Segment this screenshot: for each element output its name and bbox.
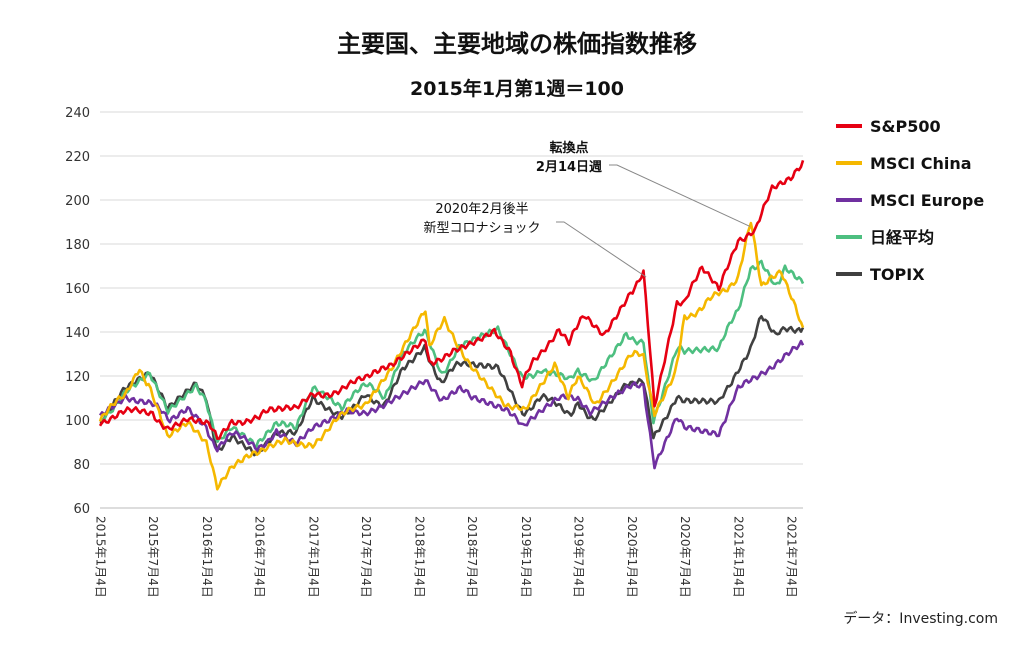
y-tick-label: 60 — [73, 502, 90, 517]
y-tick-label: 120 — [65, 370, 90, 385]
legend-label: MSCI China — [870, 154, 972, 173]
annotation-text: 新型コロナショック — [423, 220, 540, 236]
x-tick-label: 2015年7月4日 — [146, 516, 160, 598]
y-tick-label: 180 — [65, 238, 90, 253]
x-tick-label: 2019年7月4日 — [571, 516, 585, 598]
y-tick-label: 220 — [65, 150, 90, 165]
x-tick-label: 2019年1月4日 — [519, 516, 533, 598]
annotation-text: 転換点 — [549, 140, 588, 156]
x-tick-label: 2016年1月4日 — [200, 516, 214, 598]
annotation-text: 2月14日週 — [536, 160, 602, 175]
x-tick-label: 2016年7月4日 — [253, 516, 267, 598]
y-axis: 60 80 100 120 140 160 180 200 220 240 — [65, 106, 90, 517]
annotation-text: 2020年2月後半 — [435, 202, 528, 217]
legend: S&P500 MSCI China MSCI Europe 日経平均 TOPIX — [836, 117, 984, 284]
y-tick-label: 140 — [65, 326, 90, 341]
x-tick-label: 2020年1月4日 — [625, 516, 639, 598]
y-tick-label: 100 — [65, 414, 90, 429]
source-note: データ：Investing.com — [843, 610, 998, 627]
x-tick-label: 2017年1月4日 — [306, 516, 320, 598]
series-lines — [98, 160, 805, 491]
x-tick-label: 2015年1月4日 — [94, 516, 108, 598]
y-tick-label: 240 — [65, 106, 90, 121]
y-tick-label: 200 — [65, 194, 90, 209]
legend-label: TOPIX — [870, 265, 925, 284]
x-tick-label: 2021年1月4日 — [732, 516, 746, 598]
annotation-leader — [609, 164, 751, 227]
series-line-0 — [98, 160, 805, 441]
x-axis: 2015年1月4日 2015年7月4日 2016年1月4日 2016年7月4日 2017… — [94, 516, 799, 598]
series-line-4 — [99, 314, 805, 457]
x-tick-label: 2020年7月4日 — [678, 516, 692, 598]
x-tick-label: 2018年1月4日 — [413, 516, 427, 598]
series-line-2 — [98, 339, 805, 470]
legend-label: S&P500 — [870, 117, 941, 136]
annotation-leader — [556, 221, 647, 278]
y-tick-label: 80 — [73, 458, 90, 473]
series-line-1 — [98, 221, 805, 491]
x-tick-label: 2018年7月4日 — [465, 516, 479, 598]
x-tick-label: 2017年7月4日 — [359, 516, 373, 598]
legend-label: 日経平均 — [870, 228, 934, 247]
chart-subtitle: 2015年1月第1週＝100 — [410, 77, 624, 100]
legend-label: MSCI Europe — [870, 191, 984, 210]
y-tick-label: 160 — [65, 282, 90, 297]
x-tick-label: 2021年7月4日 — [784, 516, 798, 598]
chart-title: 主要国、主要地域の株価指数推移 — [337, 30, 697, 58]
